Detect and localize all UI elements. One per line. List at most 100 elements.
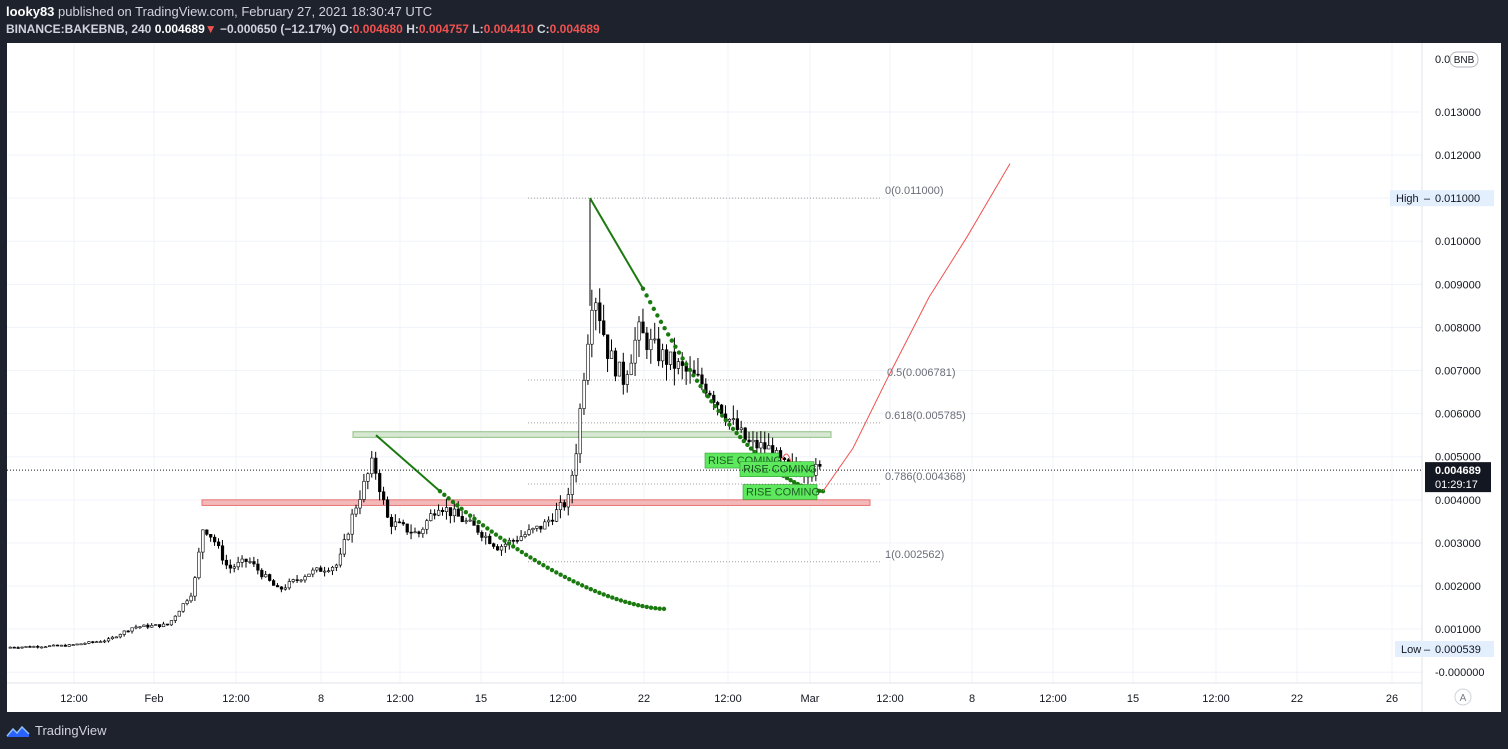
candle-body (602, 320, 606, 336)
candle-body (189, 595, 193, 602)
trend-dot-right (666, 332, 671, 337)
low-marker-badge (1395, 640, 1494, 657)
published-text: published on TradingView.com, February 2… (58, 4, 433, 19)
candle-body (527, 529, 531, 535)
candle-body (244, 558, 248, 562)
candle-body (704, 383, 708, 394)
current-price-badge (1425, 462, 1491, 493)
trend-dot-right (734, 430, 739, 436)
tradingview-brand[interactable]: TradingView (6, 723, 107, 738)
candle-body (448, 507, 453, 517)
candle-body (440, 509, 445, 512)
ohlc-legend: BINANCE:BAKEBNB, 240 0.004689▼ −0.000650… (6, 22, 600, 36)
price-tick-label: 0.002000 (1435, 581, 1481, 593)
candle-body (110, 636, 115, 640)
price-tick-label: 0.012000 (1435, 150, 1481, 162)
candle-body (755, 439, 759, 449)
candle-body (413, 531, 417, 534)
candle-body (193, 577, 197, 597)
auto-scale-button[interactable]: A (1454, 688, 1472, 706)
candle-body (154, 624, 158, 626)
candle-body (315, 567, 319, 571)
trend-dot-left (571, 579, 576, 584)
candle-body (739, 427, 743, 430)
trend-dot-left (532, 557, 537, 563)
candle-body (613, 350, 618, 377)
candle-body (209, 534, 213, 538)
candle-body (224, 559, 229, 566)
candle-body (547, 519, 551, 523)
projection-line (822, 163, 1011, 492)
candle-body (751, 439, 755, 443)
low-marker-label: Low (1401, 644, 1421, 656)
time-tick-label: 12:00 (386, 693, 414, 705)
candle-body (586, 343, 590, 381)
candle-body (79, 643, 83, 646)
price-tick-label: 0.001000 (1435, 624, 1481, 636)
currency-badge[interactable] (1449, 51, 1479, 68)
price-axis[interactable]: 0.0 BNB 0.013000 0.012000 0.011000 0.010000… (1390, 43, 1494, 712)
candle-body (672, 351, 677, 369)
candle-body (621, 361, 625, 385)
candle-body (118, 634, 122, 638)
candle-body (433, 513, 437, 516)
time-tick-label: 12:00 (222, 693, 250, 705)
candle-body (36, 646, 40, 648)
candle-body (8, 646, 12, 649)
low-marker-value: 0.000539 (1435, 644, 1481, 656)
price-chart[interactable]: 0(0.011000) 0.5(0.006781) 0.618(0.005785) 0… (7, 43, 1501, 712)
candle-body (16, 647, 20, 649)
candle-body (401, 522, 405, 525)
candle-body (374, 457, 378, 474)
fib-level-label: 0.5(0.006781) (887, 367, 956, 379)
candle-body (311, 569, 315, 575)
candle-body (397, 521, 401, 524)
candle-body (236, 562, 240, 568)
candle-body (334, 564, 339, 568)
candle-body (429, 513, 433, 521)
candle-body (146, 624, 150, 628)
candle-body (366, 473, 370, 482)
candle-body (103, 640, 107, 643)
candle-body (385, 499, 390, 518)
trend-dot-left (558, 572, 563, 577)
trend-dot-left (614, 596, 619, 602)
trend-dot-left (455, 503, 460, 508)
chart-background (7, 43, 1501, 712)
trend-dot-right (705, 394, 710, 399)
trend-dot-left (597, 590, 602, 595)
candle-body (268, 574, 272, 581)
trend-dot-right (716, 408, 721, 414)
open-value: 0.004680 (352, 22, 403, 36)
candle-body (456, 508, 460, 517)
time-tick-label: 22 (638, 693, 650, 705)
time-axis[interactable]: 12:00 Feb 12:00 8 12:00 15 12:00 22 12:00 Mar 12:0… (7, 682, 1422, 705)
candle-body (649, 339, 653, 350)
candle-body (531, 528, 535, 531)
trend-dot-left (446, 496, 451, 501)
candle-body (228, 564, 232, 569)
trend-dot-left (493, 532, 499, 537)
trend-dot-left (592, 588, 598, 594)
candle-body (362, 480, 366, 500)
trend-dot-right (784, 475, 790, 481)
change-value: −0.000650 (−12.17%) (220, 22, 337, 36)
trend-dot-left (442, 492, 447, 498)
candle-body (205, 529, 209, 535)
candle-body (295, 579, 299, 581)
trend-dot-left (549, 567, 555, 573)
candle-body (468, 519, 472, 522)
candle-body (712, 394, 716, 403)
trend-dot-left (579, 583, 585, 588)
fib-level-label: 1(0.002562) (885, 549, 944, 561)
candle-body (232, 566, 236, 569)
candle-body (425, 520, 429, 530)
candles (8, 198, 822, 649)
trend-dot-right (648, 300, 653, 305)
candle-body (437, 509, 441, 516)
trend-dot-right (698, 383, 703, 389)
candle-body (590, 309, 594, 345)
author-name[interactable]: looky83 (6, 4, 55, 19)
trend-dot-left (480, 523, 486, 528)
candle-body (625, 374, 629, 385)
